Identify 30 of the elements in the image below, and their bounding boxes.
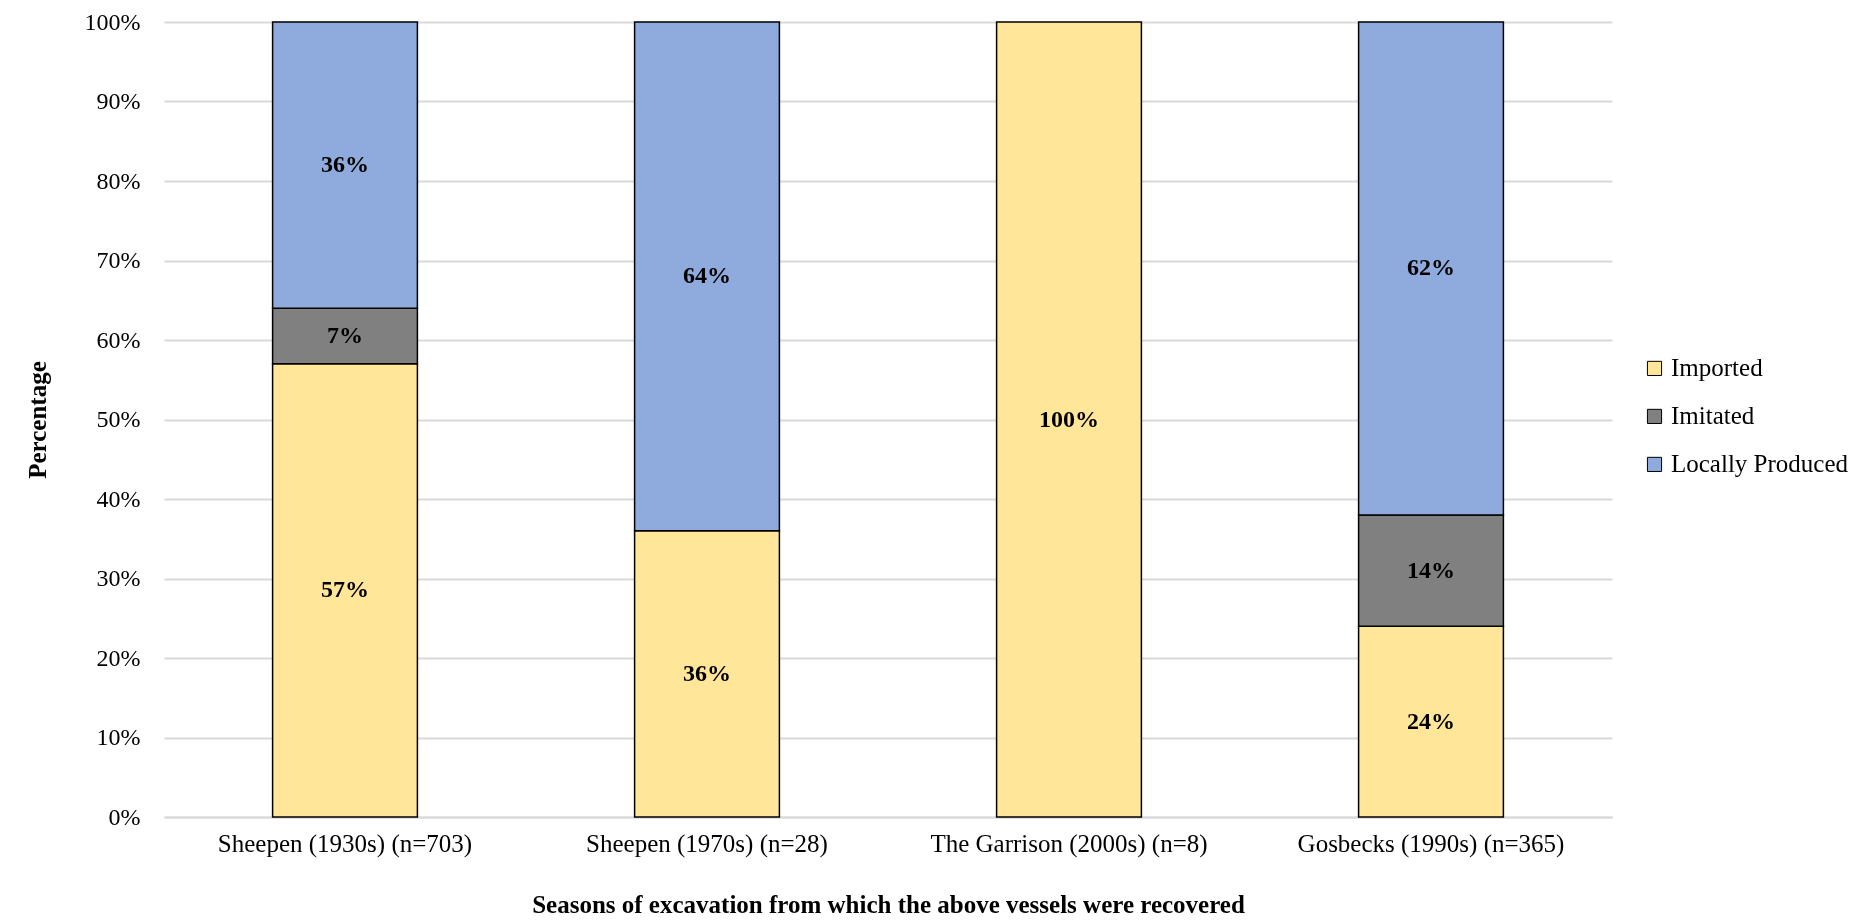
y-tick-label: 70% [96, 247, 141, 273]
data-label: 14% [1407, 556, 1455, 583]
x-tick-label: The Garrison (2000s) (n=8) [930, 829, 1208, 858]
x-tick-label: Gosbecks (1990s) (n=365) [1297, 829, 1565, 858]
data-label: 36% [683, 659, 731, 686]
x-tick-label: Sheepen (1930s) (n=703) [217, 829, 473, 858]
bar [995, 21, 1143, 818]
data-label: 7% [327, 322, 363, 349]
y-tick-label: 30% [96, 565, 141, 591]
y-tick-label: 0% [108, 803, 141, 830]
data-label: 62% [1407, 254, 1455, 281]
legend-label: Locally Produced [1671, 450, 1849, 478]
y-tick-label: 80% [96, 167, 141, 194]
y-tick-label: 60% [96, 326, 141, 353]
y-tick-label: 90% [96, 88, 141, 114]
legend-label: Imported [1671, 354, 1764, 382]
y-tick-label: 40% [96, 485, 141, 512]
legend-label: Imitated [1671, 402, 1755, 430]
y-tick-label: 20% [96, 644, 141, 671]
y-axis-title: Percentage [23, 361, 51, 479]
y-tick-label: 50% [96, 406, 141, 432]
x-tick-label: Sheepen (1970s) (n=28) [586, 829, 828, 858]
y-tick-label: 10% [96, 724, 141, 750]
data-label: 100% [1039, 405, 1099, 432]
data-label: 57% [321, 576, 369, 603]
data-label: 24% [1407, 707, 1455, 734]
data-label: 36% [321, 151, 369, 178]
data-label: 64% [683, 262, 731, 289]
y-tick-label: 100% [84, 8, 141, 35]
x-axis-title: Seasons of excavation from which the above vessels were recovered [532, 890, 1245, 918]
